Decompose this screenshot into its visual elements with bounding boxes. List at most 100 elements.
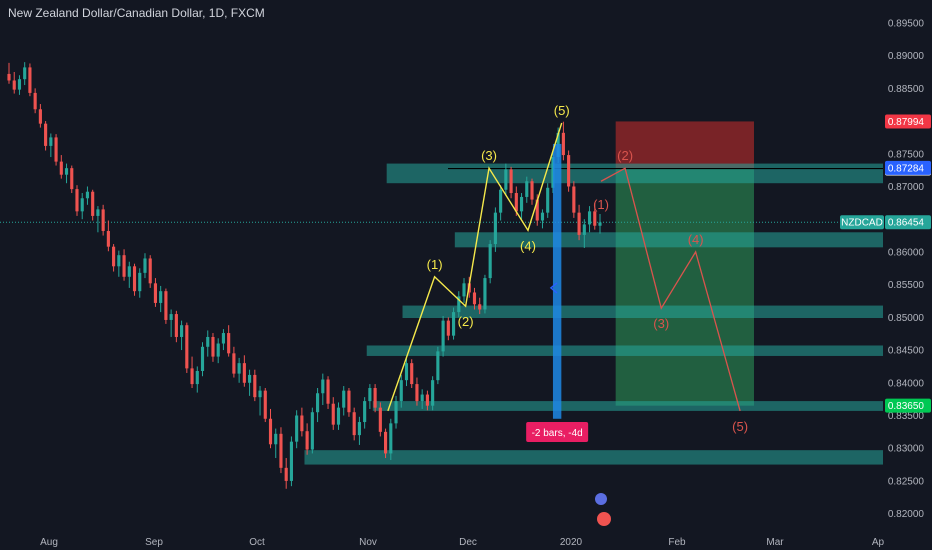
candle-body bbox=[336, 407, 341, 425]
candle-body bbox=[258, 390, 262, 398]
price-axis-tag bbox=[885, 398, 931, 413]
candle-body bbox=[478, 304, 482, 310]
candle-body bbox=[357, 422, 361, 436]
candle-body bbox=[85, 191, 90, 199]
candle-body bbox=[342, 390, 346, 408]
candle-body bbox=[394, 401, 398, 424]
candle-body bbox=[540, 212, 545, 221]
candle-body bbox=[420, 394, 424, 402]
event-flag-icon bbox=[595, 493, 607, 505]
y-tick-label: 0.89000 bbox=[888, 51, 925, 62]
candle-body bbox=[462, 283, 466, 297]
impulse-wave-label: (3) bbox=[481, 148, 497, 163]
y-tick-label: 0.85500 bbox=[888, 280, 925, 291]
candle-body bbox=[321, 379, 325, 394]
sr-zone bbox=[386, 163, 886, 184]
candle-body bbox=[504, 169, 508, 190]
candle-body bbox=[117, 255, 121, 267]
candle-body bbox=[101, 209, 105, 231]
candle-body bbox=[70, 168, 74, 190]
y-tick-label: 0.83000 bbox=[888, 444, 925, 455]
bar-range-highlight bbox=[552, 143, 562, 419]
candle-body bbox=[263, 390, 267, 419]
candle-body bbox=[441, 320, 445, 352]
price-axis-tag bbox=[885, 215, 931, 230]
candle-body bbox=[593, 211, 597, 226]
candle-body bbox=[436, 351, 440, 381]
candle-body bbox=[472, 292, 477, 305]
sr-zone bbox=[366, 345, 886, 356]
x-tick-label: Dec bbox=[459, 537, 477, 548]
candle-body bbox=[17, 79, 22, 90]
candle-body bbox=[300, 415, 304, 432]
y-tick-label: 0.87000 bbox=[888, 182, 925, 193]
candle-body bbox=[242, 363, 246, 383]
candle-body bbox=[274, 433, 278, 445]
candle-body bbox=[54, 137, 58, 162]
candle-body bbox=[410, 363, 414, 385]
projection-wave-label: (4) bbox=[688, 232, 704, 247]
candle-body bbox=[378, 407, 382, 432]
candle-body bbox=[561, 132, 565, 156]
y-tick-label: 0.89500 bbox=[888, 18, 925, 29]
bar-range-tag bbox=[526, 422, 589, 442]
candle-body bbox=[488, 244, 492, 279]
candle-body bbox=[493, 212, 497, 245]
candle-body bbox=[159, 291, 163, 303]
candle-body bbox=[75, 189, 79, 212]
candle-body bbox=[289, 441, 293, 481]
price-axis-tag bbox=[885, 114, 931, 129]
y-tick-label: 0.83500 bbox=[888, 411, 925, 422]
candle-body bbox=[49, 137, 53, 146]
candle-body bbox=[38, 109, 42, 124]
y-tick-label: 0.88500 bbox=[888, 84, 925, 95]
candle-body bbox=[221, 333, 226, 344]
projection-wave-label: (3) bbox=[653, 316, 669, 331]
candle-body bbox=[305, 431, 309, 450]
sr-zone bbox=[402, 305, 886, 318]
symbol-tag-text: NZDCAD bbox=[841, 218, 883, 229]
candle-body bbox=[253, 374, 257, 398]
price-axis-panel bbox=[883, 0, 932, 550]
stop-loss-zone bbox=[615, 121, 754, 169]
y-tick-label: 0.87500 bbox=[888, 149, 925, 160]
price-axis-tag bbox=[885, 160, 931, 175]
candle-body bbox=[200, 346, 205, 371]
candle-body bbox=[91, 191, 95, 216]
candle-body bbox=[316, 393, 320, 413]
event-badge-icon bbox=[597, 512, 611, 526]
bar-range-arrow-icon bbox=[549, 282, 558, 294]
symbol-tag bbox=[840, 215, 884, 230]
candle-body bbox=[431, 380, 435, 406]
sr-zone bbox=[304, 450, 886, 465]
y-tick-label: 0.86000 bbox=[888, 247, 925, 258]
candle-body bbox=[106, 230, 110, 247]
candle-body bbox=[64, 168, 69, 175]
candle-body bbox=[598, 222, 602, 226]
candle-body bbox=[577, 212, 581, 235]
y-tick-label: 0.82000 bbox=[888, 509, 925, 520]
candle-body bbox=[457, 296, 461, 313]
candle-body bbox=[237, 363, 241, 374]
candle-body bbox=[190, 368, 194, 385]
candle-body bbox=[138, 272, 142, 292]
price-axis-tag-text: 0.87284 bbox=[888, 163, 925, 174]
price-axis-tag-text: 0.83650 bbox=[888, 401, 925, 412]
y-tick-label: 0.84000 bbox=[888, 378, 925, 389]
candle-body bbox=[148, 258, 152, 284]
candle-body bbox=[180, 325, 184, 337]
candle-body bbox=[404, 363, 409, 381]
candle-body bbox=[415, 384, 419, 402]
candle-body bbox=[96, 209, 100, 216]
candle-body bbox=[310, 412, 314, 450]
candle-body bbox=[206, 336, 210, 347]
candle-body bbox=[153, 283, 158, 303]
candle-body bbox=[80, 198, 84, 212]
candle-body bbox=[216, 343, 220, 357]
x-tick-label: Oct bbox=[249, 537, 265, 548]
candle-body bbox=[132, 266, 137, 292]
candle-body bbox=[451, 312, 456, 336]
candle-body bbox=[425, 394, 429, 406]
